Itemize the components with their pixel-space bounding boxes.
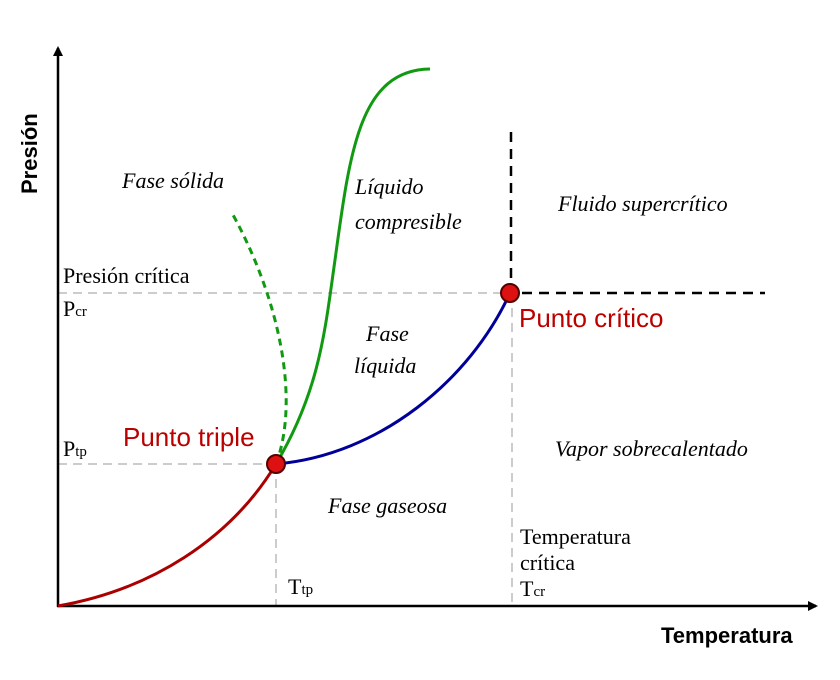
compressible-liquid-label-line2: compresible [355, 209, 462, 234]
critical-temperature-title-line2: crítica [520, 550, 575, 575]
liquid-phase-label-line1: Fase [365, 321, 409, 346]
critical-point-label: Punto crítico [519, 303, 664, 333]
p-cr-symbol: Pcr [63, 296, 87, 321]
t-tp-symbol: Ttp [288, 574, 313, 599]
x-axis-label: Temperatura [661, 623, 793, 648]
solid-phase-label: Fase sólida [121, 168, 224, 193]
triple-point-marker [266, 454, 286, 474]
vaporization-curve [275, 292, 512, 466]
p-tp-letter: P [63, 436, 75, 461]
anomalous-melting-curve [230, 212, 288, 465]
sublimation-curve [57, 463, 278, 608]
p-cr-subscript: cr [75, 304, 87, 320]
superheated-vapor-label: Vapor sobrecalentado [555, 436, 748, 461]
liquid-phase-label-line2: líquida [354, 353, 416, 378]
gas-phase-label: Fase gaseosa [327, 493, 447, 518]
p-cr-letter: P [63, 296, 75, 321]
y-axis-label: Presión [17, 113, 42, 194]
t-tp-subscript: tp [301, 582, 313, 598]
t-cr-letter: T [520, 576, 534, 601]
t-cr-subscript: cr [533, 584, 545, 600]
critical-point-marker [500, 283, 520, 303]
t-tp-letter: T [288, 574, 302, 599]
triple-point-label: Punto triple [123, 422, 255, 452]
critical-temperature-title-line1: Temperatura [520, 524, 631, 549]
p-tp-subscript: tp [75, 444, 87, 460]
compressible-liquid-label-line1: Líquido [354, 174, 423, 199]
t-cr-symbol: Tcr [520, 576, 545, 601]
p-tp-symbol: Ptp [63, 436, 87, 461]
critical-pressure-title: Presión crítica [63, 263, 190, 288]
melting-curve [274, 67, 431, 465]
supercritical-fluid-label: Fluido supercrítico [557, 191, 728, 216]
